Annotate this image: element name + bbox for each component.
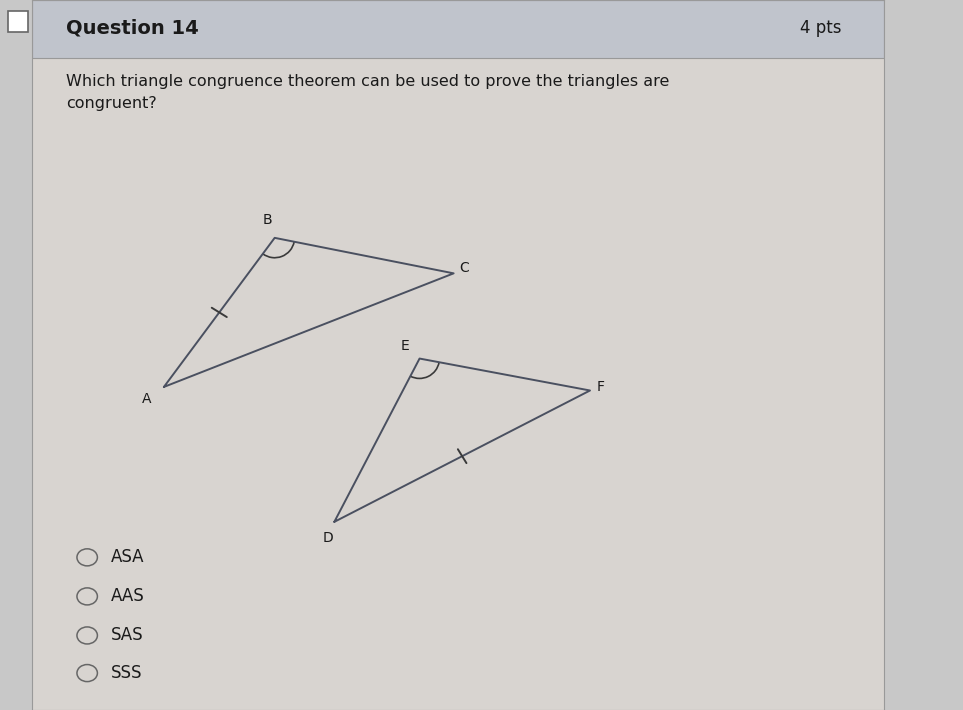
Text: Which triangle congruence theorem can be used to prove the triangles are: Which triangle congruence theorem can be… [65,74,669,89]
Text: C: C [459,261,469,275]
Text: SAS: SAS [111,626,143,645]
Text: B: B [263,213,273,227]
Text: ASA: ASA [111,548,144,567]
Text: Question 14: Question 14 [65,18,198,37]
Bar [32,0,884,58]
Text: congruent?: congruent? [65,96,157,111]
Text: E: E [401,339,409,353]
Bar [8,11,28,32]
Text: AAS: AAS [111,587,144,606]
Text: A: A [143,392,151,406]
Text: F: F [597,380,605,394]
Text: 4 pts: 4 pts [800,18,842,37]
Text: SSS: SSS [111,664,143,682]
Text: D: D [323,531,334,545]
